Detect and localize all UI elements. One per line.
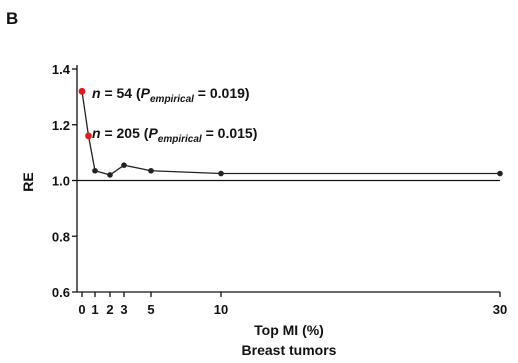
x-tick-label: 5 (147, 302, 154, 317)
annotation-count: = 54 ( (101, 85, 141, 101)
data-point (107, 172, 113, 178)
x-tick-label: 0 (78, 302, 85, 317)
x-axis-sublabel: Breast tumors (242, 342, 337, 358)
y-axis-label: RE (20, 172, 36, 191)
annotation-p: P (148, 125, 158, 141)
highlight-point (85, 132, 92, 140)
x-axis-label: Top MI (%) (254, 322, 324, 338)
x-tick-label: 30 (493, 302, 507, 317)
data-point (121, 162, 127, 168)
x-tick-label: 10 (214, 302, 228, 317)
y-tick-label: 1.2 (52, 118, 70, 133)
data-point (497, 170, 503, 177)
annotation-n: n (92, 125, 101, 141)
annotation-p-subscript: empirical (150, 94, 194, 105)
annotations: n = 54 (Pempirical = 0.019)n = 205 (Pemp… (92, 85, 257, 145)
annotation-p: P (141, 85, 151, 101)
panel-label: B (6, 9, 18, 28)
y-tick-label: 0.8 (52, 229, 70, 244)
tick-labels: 0.6 0.8 1.0 1.2 1.4 0 1 2 3 5 10 30 (52, 62, 507, 317)
x-tick-label: 3 (120, 302, 127, 317)
annotation-p-subscript: empirical (158, 134, 202, 145)
data-series (78, 87, 503, 178)
x-tick-label: 1 (91, 302, 98, 317)
annotation-n: n (92, 85, 101, 101)
y-tick-label: 1.0 (52, 174, 70, 189)
data-point (148, 167, 154, 174)
y-tick-label: 0.6 (52, 285, 70, 300)
highlight-point (78, 87, 86, 95)
y-tick-label: 1.4 (52, 62, 71, 77)
annotation-label: n = 54 (Pempirical = 0.019) (92, 85, 250, 105)
data-point (92, 167, 98, 174)
annotation-count: = 205 ( (101, 125, 149, 141)
series-line (81, 91, 500, 176)
annotation-label: n = 205 (Pempirical = 0.015) (92, 125, 257, 145)
annotation-p-value: = 0.015) (202, 125, 258, 141)
axes (76, 65, 500, 293)
data-point (218, 170, 224, 177)
x-tick-label: 2 (106, 302, 113, 317)
annotation-p-value: = 0.019) (194, 85, 250, 101)
